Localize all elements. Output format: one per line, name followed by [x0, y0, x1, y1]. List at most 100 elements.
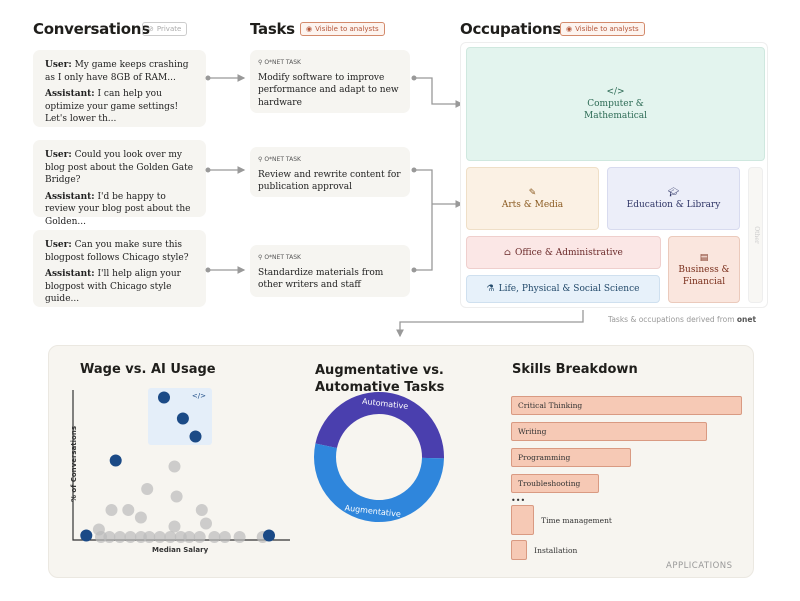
eye-icon: ◉ [566, 25, 573, 33]
gray-point [103, 531, 116, 543]
highlighted-point [189, 430, 202, 443]
donut-slice-augmentative [314, 443, 444, 522]
gray-point [122, 504, 135, 516]
gray-point [170, 490, 183, 503]
occupation-label: Other [752, 226, 760, 244]
occupation-education-library[interactable]: 🎓︎ Education & Library [607, 167, 740, 230]
badge-label: Visible to analysts [315, 25, 379, 33]
skill-label: Writing [518, 427, 547, 436]
occupation-other[interactable]: Other [748, 167, 763, 303]
user-label: User: [45, 60, 72, 70]
gray-point [141, 483, 154, 495]
task-card: ⚲ O*NET TASK Modify software to improve … [250, 50, 410, 113]
skill-label: Critical Thinking [518, 401, 583, 410]
axis-line [72, 390, 290, 541]
highlighted-point [158, 391, 170, 404]
donut-title-line: Automative Tasks [315, 380, 445, 395]
skills-bars: ••• Critical Thinking Writing Programming T… [511, 396, 751, 566]
skill-bar: Writing [511, 422, 708, 441]
gray-point [134, 531, 147, 543]
highlighted-point [176, 412, 189, 425]
task-label: O*NET TASK [264, 254, 301, 261]
assistant-message: I'll help align your blogpost with Chica… [45, 269, 181, 304]
occupation-label: Business & Financial [678, 264, 730, 287]
skill-label: Time management [541, 515, 612, 525]
skill-label: Programming [518, 453, 571, 462]
gray-point [153, 531, 166, 543]
occupations-title: Occupations [460, 20, 561, 38]
gray-point [113, 531, 126, 543]
assistant-label: Assistant: [45, 269, 95, 279]
eye-icon: ◉ [306, 25, 313, 33]
source-text: Tasks & occupations derived from [608, 315, 735, 324]
gray-point [195, 504, 208, 516]
private-badge: ⊘ Private [142, 22, 188, 36]
task-label: O*NET TASK [264, 156, 301, 163]
gray-point [193, 531, 206, 543]
table-icon: ▤ [699, 252, 709, 263]
assistant-label: Assistant: [45, 191, 95, 202]
gray-point [233, 531, 246, 543]
search-icon: ⚲ [258, 156, 265, 163]
occupation-label: Arts & Media [501, 199, 564, 210]
gray-point [168, 520, 181, 533]
ellipsis: ••• [511, 496, 526, 505]
gray-point [183, 531, 196, 543]
connector-arrow [396, 310, 584, 338]
gray-point [174, 531, 187, 543]
gray-point [200, 517, 212, 530]
source-note: Tasks & occupations derived from onet [608, 315, 756, 324]
gray-point [143, 531, 156, 543]
eye-off-icon: ⊘ [148, 25, 154, 33]
stethoscope-icon [263, 529, 275, 542]
scale-icon [80, 529, 93, 542]
task-card: ⚲ O*NET TASK Review and rewrite content … [250, 147, 410, 197]
skill-label: Installation [534, 545, 578, 555]
occupation-business-financial[interactable]: ▤ Business & Financial [668, 236, 740, 303]
gray-point [124, 531, 137, 543]
task-label: O*NET TASK [264, 59, 301, 66]
connector-arrow [414, 169, 462, 271]
skill-bar: Programming [511, 448, 632, 467]
user-label: User: [45, 240, 72, 250]
graduation-cap-icon [109, 454, 122, 467]
occupation-office-administrative[interactable]: ⌂ Office & Administrative [466, 236, 661, 269]
occupation-label: Office & Administrative [514, 247, 623, 258]
applications-label: APPLICATIONS [666, 561, 733, 571]
skill-label: Troubleshooting [518, 479, 581, 488]
visible-badge: ◉ Visible to analysts [300, 22, 385, 36]
building-icon: ⌂ [504, 247, 511, 258]
gray-point [218, 531, 231, 543]
search-icon: ⚲ [258, 254, 265, 261]
scatter-plot [72, 390, 290, 543]
conversations-title: Conversations [33, 20, 150, 38]
y-axis-label: % of Conversations [70, 425, 79, 503]
graduation-cap-icon: 🎓︎ [667, 187, 680, 198]
task-card: ⚲ O*NET TASK Standardize materials from … [250, 245, 410, 297]
gray-point [168, 460, 181, 473]
task-text: Modify software to improve performance a… [258, 72, 399, 108]
conversation-card: User: My game keeps crashing as I only h… [33, 50, 206, 127]
donut-title-line: Augmentative vs. [315, 363, 444, 378]
badge-label: Visible to analysts [575, 25, 639, 33]
skill-bar: Installation [511, 540, 577, 560]
gray-point [95, 531, 107, 543]
user-label: User: [45, 150, 72, 160]
visible-badge: ◉ Visible to analysts [560, 22, 645, 36]
skills-title: Skills Breakdown [512, 362, 638, 377]
code-icon: </> [191, 392, 206, 400]
occupation-life-physical-social-science[interactable]: ⚗ Life, Physical & Social Science [466, 275, 660, 303]
occupation-computer-mathematical[interactable]: </> Computer & Mathematical [466, 47, 765, 161]
occupation-arts-media[interactable]: ✎ Arts & Media [466, 167, 599, 230]
brush-icon: ✎ [528, 187, 537, 198]
connector-arrow [414, 77, 464, 108]
user-message: Could you look over my blog post about t… [45, 150, 194, 185]
search-icon: ⚲ [258, 59, 265, 66]
gray-point [164, 531, 177, 543]
occupation-label: Life, Physical & Social Science [498, 284, 640, 294]
occupation-label: Computer & Mathematical [584, 99, 647, 121]
assistant-label: Assistant: [45, 89, 95, 99]
skill-bar: Time management [511, 505, 612, 535]
gray-point [105, 504, 118, 516]
